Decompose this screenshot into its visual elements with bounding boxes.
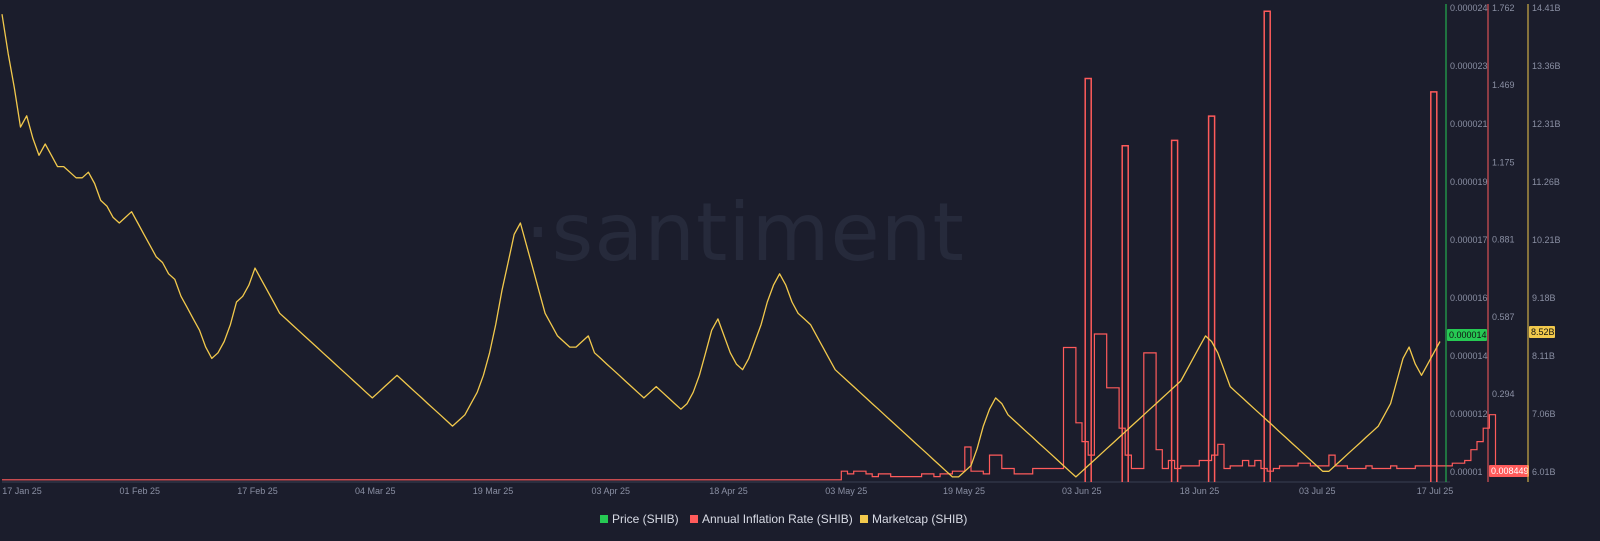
x-tick-label: 17 Feb 25 [237, 486, 278, 496]
marketcap-series-line [1, 14, 1441, 478]
legend-swatch [600, 515, 608, 523]
marketcap-tick-label: 11.26B [1532, 177, 1560, 187]
series-layer [1, 10, 1521, 482]
inflation-spike [1084, 77, 1092, 482]
x-tick-label: 19 May 25 [943, 486, 985, 496]
inflation-spike [1207, 115, 1216, 482]
legend-swatch [690, 515, 698, 523]
legend-label: Price (SHIB) [612, 512, 679, 526]
marketcap-tick-label: 6.01B [1532, 467, 1556, 477]
marketcap-current-badge [1529, 326, 1555, 338]
inflation-tick-label: 0.294 [1492, 389, 1515, 399]
legend-swatch [860, 515, 868, 523]
marketcap-tick-label: 7.06B [1532, 409, 1556, 419]
inflation-spike [1263, 10, 1271, 482]
x-tick-label: 17 Jul 25 [1417, 486, 1454, 496]
x-tick-label: 04 Mar 25 [355, 486, 396, 496]
price-tick-label: 0.000012 [1450, 409, 1488, 419]
x-tick-label: 19 Mar 25 [473, 486, 514, 496]
price-tick-label: 0.000024 [1450, 3, 1488, 13]
price-tick-label: 0.000023 [1450, 61, 1488, 71]
inflation-spike [1121, 144, 1129, 482]
price-tick-label: 0.000016 [1450, 293, 1488, 303]
x-tick-label: 03 Jun 25 [1062, 486, 1102, 496]
inflation-tick-label: 1.762 [1492, 3, 1515, 13]
price-tick-label: 0.000021 [1450, 119, 1488, 129]
price-tick-label: 0.000017 [1450, 235, 1488, 245]
x-tick-label: 17 Jan 25 [2, 486, 42, 496]
inflation-current-value: 0.008449 [1491, 466, 1529, 476]
legend: Price (SHIB) Annual Inflation Rate (SHIB)… [600, 512, 967, 526]
price-current-badge [1447, 329, 1487, 341]
marketcap-tick-label: 9.18B [1532, 293, 1556, 303]
inflation-current-badge [1489, 465, 1529, 477]
x-tick-label: 18 Apr 25 [709, 486, 748, 496]
inflation-tick-label: 1.175 [1492, 157, 1515, 167]
marketcap-tick-label: 12.31B [1532, 119, 1561, 129]
inflation-tick-label: 0.587 [1492, 312, 1515, 322]
x-tick-label: 03 May 25 [825, 486, 867, 496]
marketcap-tick-label: 10.21B [1532, 235, 1561, 245]
inflation-series-line [2, 333, 1521, 481]
x-tick-label: 03 Apr 25 [591, 486, 630, 496]
inflation-tick-label: 1.469 [1492, 80, 1515, 90]
legend-label: Marketcap (SHIB) [872, 512, 967, 526]
x-axis: 17 Jan 25 01 Feb 25 17 Feb 25 04 Mar 25 19 M… [2, 481, 1454, 496]
price-tick-label: 0.000019 [1450, 177, 1488, 187]
marketcap-tick-label: 14.41B [1532, 3, 1561, 13]
y-axes: 0.0000240.0000230.0000210.0000190.000017… [1445, 3, 1561, 482]
x-tick-label: 01 Feb 25 [119, 486, 160, 496]
inflation-spike [1170, 139, 1179, 482]
legend-label: Annual Inflation Rate (SHIB) [702, 512, 853, 526]
marketcap-current-value: 8.52B [1531, 327, 1555, 337]
watermark: ·santiment [525, 186, 965, 279]
price-current-value: 0.000014 [1449, 330, 1487, 340]
inflation-tick-label: 0.881 [1492, 235, 1515, 245]
x-tick-label: 18 Jun 25 [1180, 486, 1220, 496]
price-tick-label: 0.00001 [1450, 467, 1483, 477]
marketcap-tick-label: 8.11B [1532, 351, 1555, 361]
inflation-spike [1430, 91, 1438, 482]
price-tick-label: 0.000014 [1450, 351, 1488, 361]
x-tick-label: 03 Jul 25 [1299, 486, 1336, 496]
marketcap-tick-label: 13.36B [1532, 61, 1561, 71]
